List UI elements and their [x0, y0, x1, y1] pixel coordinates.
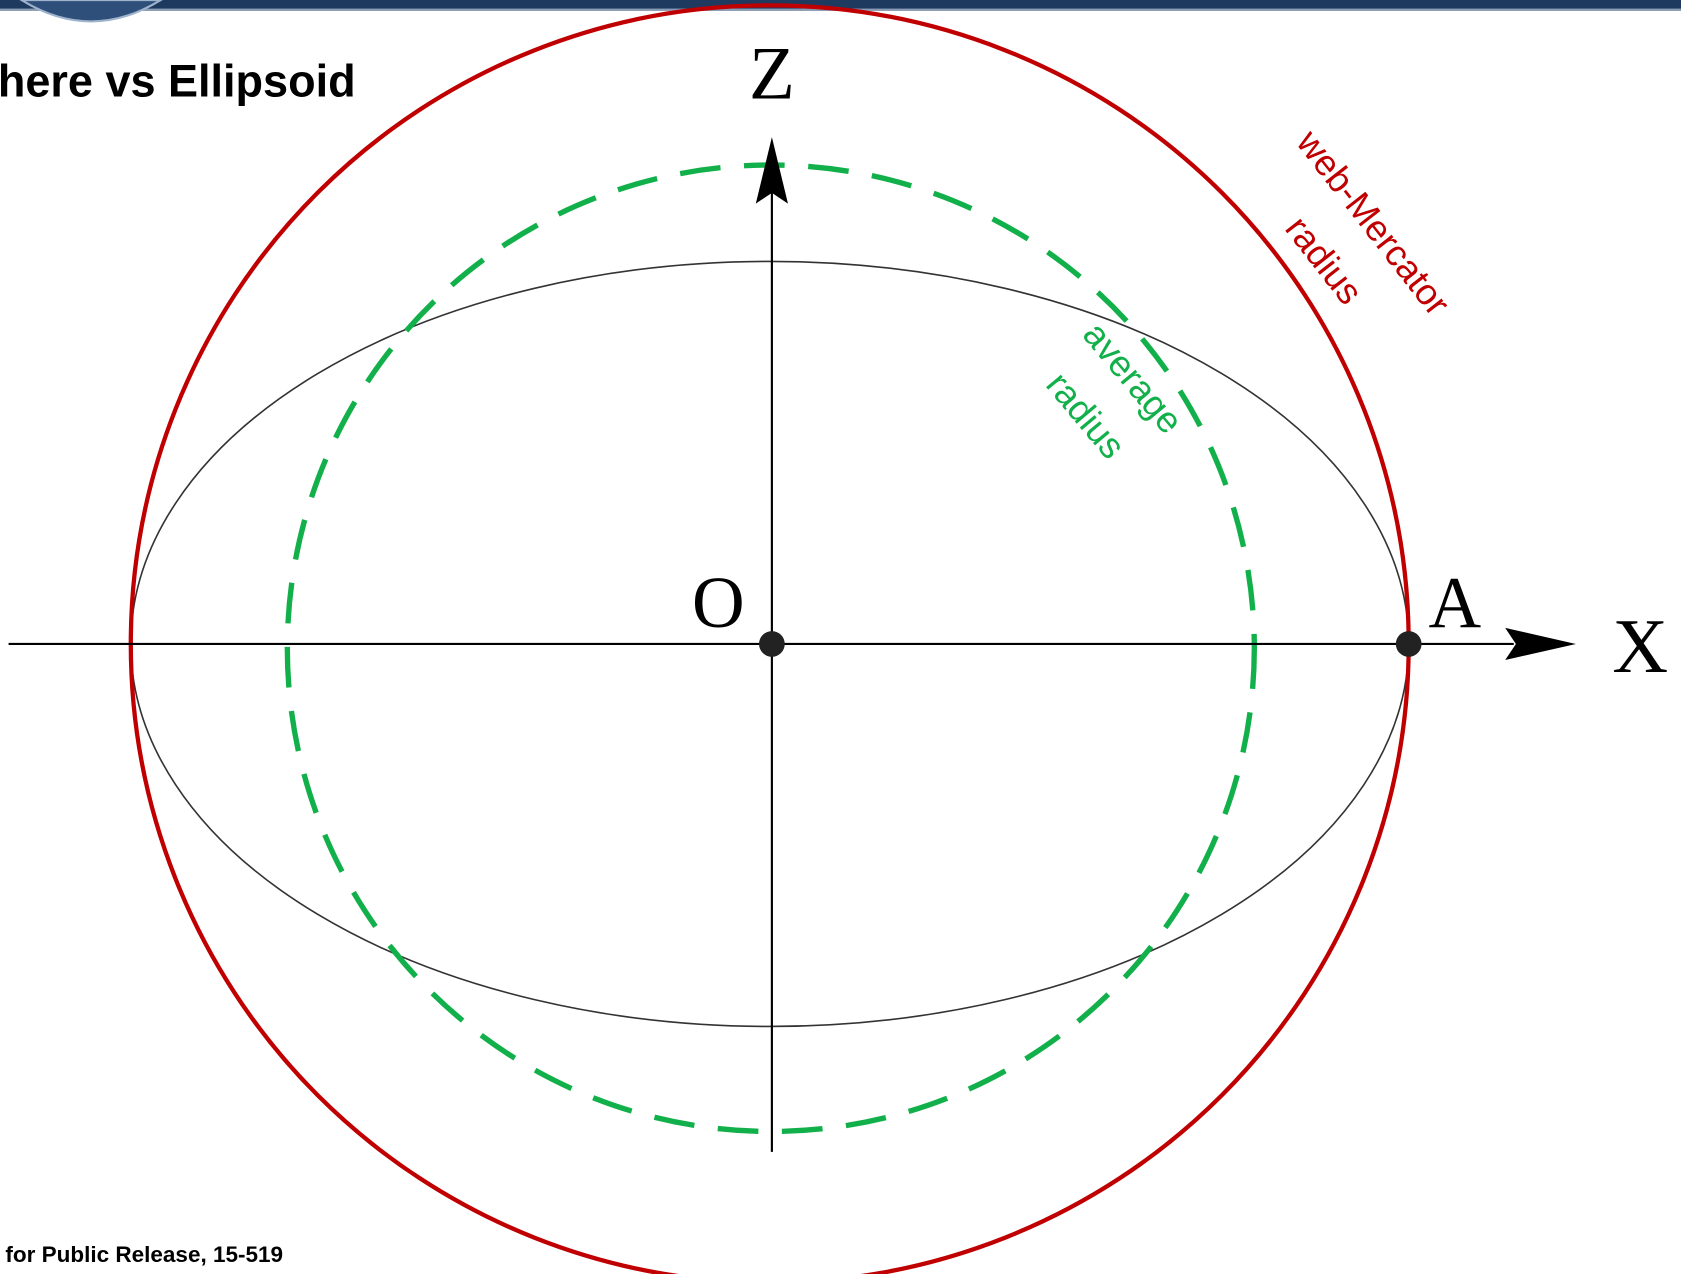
z-arrow — [755, 137, 788, 204]
logo — [19, 0, 163, 23]
x-label: X — [1612, 603, 1668, 689]
z-label: Z — [749, 33, 795, 116]
point-a — [1395, 631, 1422, 657]
a-label: A — [1428, 562, 1481, 643]
slide-title: here vs Ellipsoid — [0, 55, 356, 106]
header-bar — [0, 0, 1681, 11]
footer: for Public Release, 15-519 — [5, 1242, 283, 1267]
x-arrow — [1505, 627, 1576, 661]
origin-point — [759, 631, 785, 657]
origin-label: O — [692, 562, 745, 643]
